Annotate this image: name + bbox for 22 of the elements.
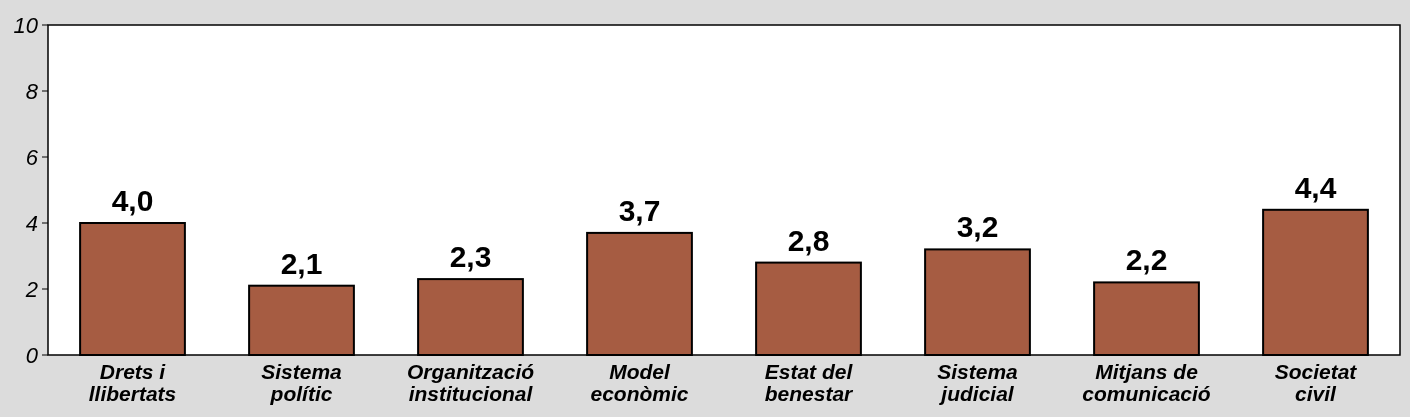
- y-tick-label: 0: [25, 342, 39, 368]
- y-tick-label: 4: [25, 210, 38, 236]
- data-label: 2,3: [449, 240, 492, 274]
- x-tick-label: Sistema judicial: [937, 360, 1019, 405]
- data-label: 2,1: [280, 246, 323, 280]
- y-tick-label: 10: [13, 12, 39, 38]
- data-label: 3,7: [618, 193, 661, 227]
- data-label: 2,8: [787, 223, 830, 257]
- y-tick-label: 6: [25, 144, 39, 170]
- data-label: 4,0: [111, 184, 154, 217]
- data-label: 3,2: [956, 210, 999, 244]
- y-tick-label: 8: [25, 78, 39, 104]
- y-tick-label: 2: [24, 276, 38, 302]
- x-tick-label: Organització institucional: [406, 360, 535, 405]
- x-tick-label: Estat del benestar: [764, 360, 855, 405]
- data-label: 4,4: [1294, 170, 1337, 204]
- data-label: 2,2: [1125, 243, 1168, 277]
- x-tick-label: Mitjans de comunicació: [1082, 360, 1211, 405]
- x-tick-label: Societat civil: [1274, 360, 1358, 405]
- x-tick-label: Model econòmic: [590, 360, 689, 405]
- x-tick-label: Drets i llibertats: [88, 360, 177, 405]
- x-tick-label: Sistema polític: [261, 360, 343, 405]
